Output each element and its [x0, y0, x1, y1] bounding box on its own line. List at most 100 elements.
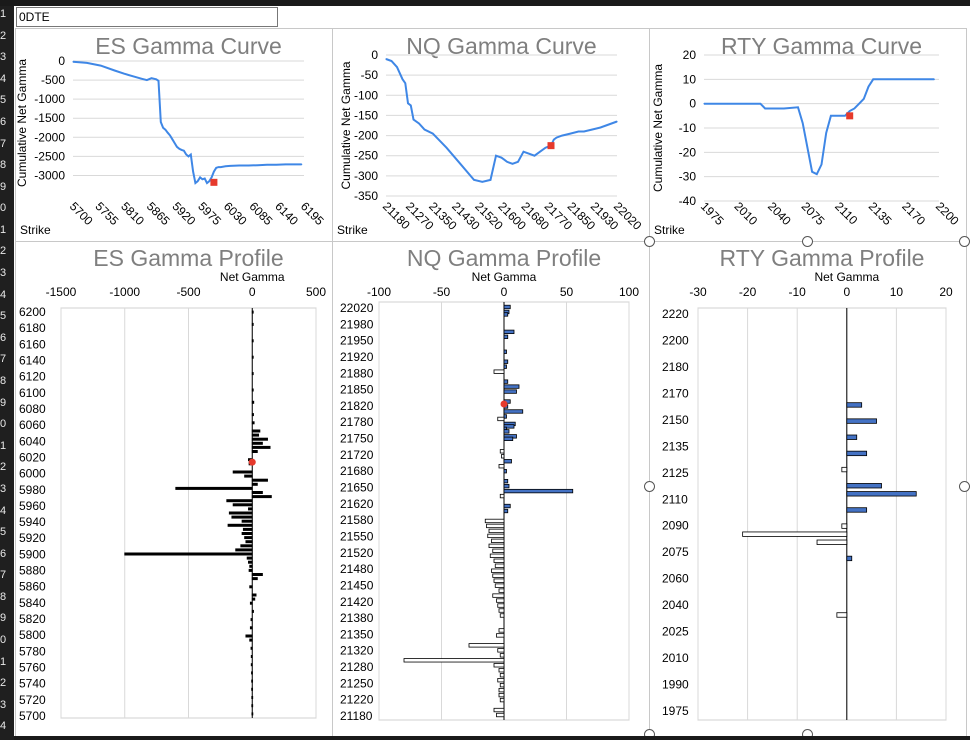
row-number[interactable]: 4: [0, 72, 7, 85]
x-tick-label: -30: [689, 285, 707, 299]
row-number[interactable]: 1: [0, 223, 7, 236]
row-number[interactable]: 6: [0, 547, 7, 560]
resize-handle-middle-left[interactable]: [644, 481, 655, 492]
row-number[interactable]: 0: [0, 634, 7, 647]
row-number[interactable]: 7: [0, 569, 7, 582]
gamma-bar: [251, 577, 258, 581]
row-number[interactable]: 9: [0, 396, 7, 409]
gamma-bar: [503, 409, 524, 414]
row-number[interactable]: 7: [0, 137, 7, 150]
y-tick-label: 6140: [19, 353, 46, 367]
curve-point: [605, 124, 607, 127]
row-number[interactable]: 3: [0, 482, 7, 495]
gamma-bar: [241, 519, 253, 523]
gamma-bar: [244, 474, 253, 478]
row-number[interactable]: 3: [0, 698, 7, 711]
gamma-bar: [250, 663, 253, 667]
strike-axis-label: Strike: [654, 223, 685, 237]
gamma-bar: [503, 436, 514, 441]
gamma-bar: [251, 445, 271, 449]
gamma-bar: [468, 643, 505, 648]
gamma-bar: [245, 634, 253, 638]
x-tick-label: 2135: [866, 199, 895, 228]
row-number[interactable]: 3: [0, 51, 7, 64]
row-number[interactable]: 7: [0, 353, 7, 366]
rty-gamma-profile-chart[interactable]: RTY Gamma Profile Net Gamma -30 -20 -10 0 10 20…: [649, 241, 967, 737]
row-number[interactable]: 8: [0, 159, 7, 172]
y-tick-label: 6180: [19, 321, 46, 335]
curve-point: [802, 122, 804, 124]
gamma-bar: [503, 304, 511, 310]
row-number[interactable]: 3: [0, 267, 7, 280]
y-tick-label: 5780: [19, 644, 46, 658]
y-tick-label: 21420: [340, 595, 374, 609]
row-number[interactable]: 6: [0, 115, 7, 128]
row-number[interactable]: 6: [0, 331, 7, 344]
gamma-bar: [846, 402, 863, 408]
cell-a1[interactable]: 0DTE: [16, 7, 278, 27]
row-number[interactable]: 2: [0, 461, 7, 474]
row-number[interactable]: 4: [0, 720, 7, 733]
y-tick-label: 2180: [662, 360, 689, 374]
row-number[interactable]: 8: [0, 375, 7, 387]
nq-gamma-curve-chart[interactable]: NQ Gamma Curve 0 -50 -100 -150 -200 -250 -300 -3…: [332, 28, 650, 242]
row-number[interactable]: 9: [0, 612, 7, 625]
current-price-marker: [248, 458, 256, 466]
row-number[interactable]: 8: [0, 590, 7, 603]
row-number[interactable]: 1: [0, 439, 7, 452]
gamma-bar: [503, 483, 510, 489]
gamma-bar: [251, 433, 260, 437]
gamma-bar: [245, 540, 253, 544]
row-number[interactable]: 2: [0, 29, 7, 42]
current-price-marker: [846, 112, 854, 120]
curve-point: [503, 159, 505, 161]
gamma-bar: [487, 533, 505, 539]
resize-handle-top-middle[interactable]: [802, 236, 813, 247]
chart-title: ES Gamma Curve: [95, 33, 282, 59]
row-number[interactable]: 1: [0, 8, 7, 20]
gamma-bar: [841, 523, 848, 529]
gamma-bar: [250, 646, 253, 650]
gamma-bar: [503, 469, 507, 474]
y-tick-label: 0: [371, 48, 378, 62]
rty-gamma-curve-chart[interactable]: RTY Gamma Curve 20 10 0 -10 -20 -30 -40 Cumulati…: [649, 28, 967, 242]
curve-point: [187, 155, 190, 157]
gamma-bar: [846, 418, 877, 424]
gamma-bar: [498, 588, 505, 593]
y-tick-label: 2170: [662, 386, 689, 400]
y-tick-label: 6020: [19, 450, 46, 464]
y-tick-label: 5900: [19, 547, 46, 561]
gamma-bar: [489, 553, 505, 558]
row-number[interactable]: 0: [0, 202, 7, 215]
row-number[interactable]: 5: [0, 310, 7, 323]
y-tick-label: -2000: [34, 130, 65, 144]
row-number[interactable]: 2: [0, 245, 7, 258]
resize-handle-top-left[interactable]: [644, 236, 655, 247]
row-number[interactable]: 4: [0, 504, 7, 517]
gamma-bar: [498, 464, 505, 469]
strike-axis-label: Strike: [337, 223, 368, 237]
gamma-bar: [499, 673, 505, 678]
gamma-bar: [503, 329, 515, 335]
row-number[interactable]: 5: [0, 526, 7, 539]
row-number[interactable]: 9: [0, 180, 7, 193]
row-number[interactable]: 1: [0, 655, 7, 668]
resize-handle-top-right[interactable]: [959, 236, 970, 247]
y-tick-label: 2220: [662, 307, 689, 321]
row-number[interactable]: 0: [0, 418, 7, 431]
x-tick-label: 0: [249, 285, 256, 299]
gamma-bar: [499, 697, 505, 703]
row-number[interactable]: 4: [0, 288, 7, 301]
resize-handle-middle-right[interactable]: [959, 481, 970, 492]
nq-gamma-profile-chart[interactable]: NQ Gamma Profile Net Gamma -100 -50 0 50 100 22…: [332, 241, 650, 737]
curve-point: [759, 103, 761, 105]
curve-point: [132, 75, 134, 77]
gamma-bar: [486, 523, 505, 529]
es-gamma-curve-chart[interactable]: ES Gamma Curve 0 -500 -1000 -1500 -2000 -2500 -…: [15, 28, 333, 242]
es-gamma-profile-chart[interactable]: ES Gamma Profile Net Gamma -1500 -1000 -500 0…: [15, 241, 333, 737]
y-tick-label: 21720: [340, 448, 374, 462]
row-number[interactable]: 2: [0, 677, 7, 690]
curve-point: [418, 122, 420, 125]
row-number[interactable]: 5: [0, 94, 7, 107]
y-tick-label: 6120: [19, 370, 46, 384]
